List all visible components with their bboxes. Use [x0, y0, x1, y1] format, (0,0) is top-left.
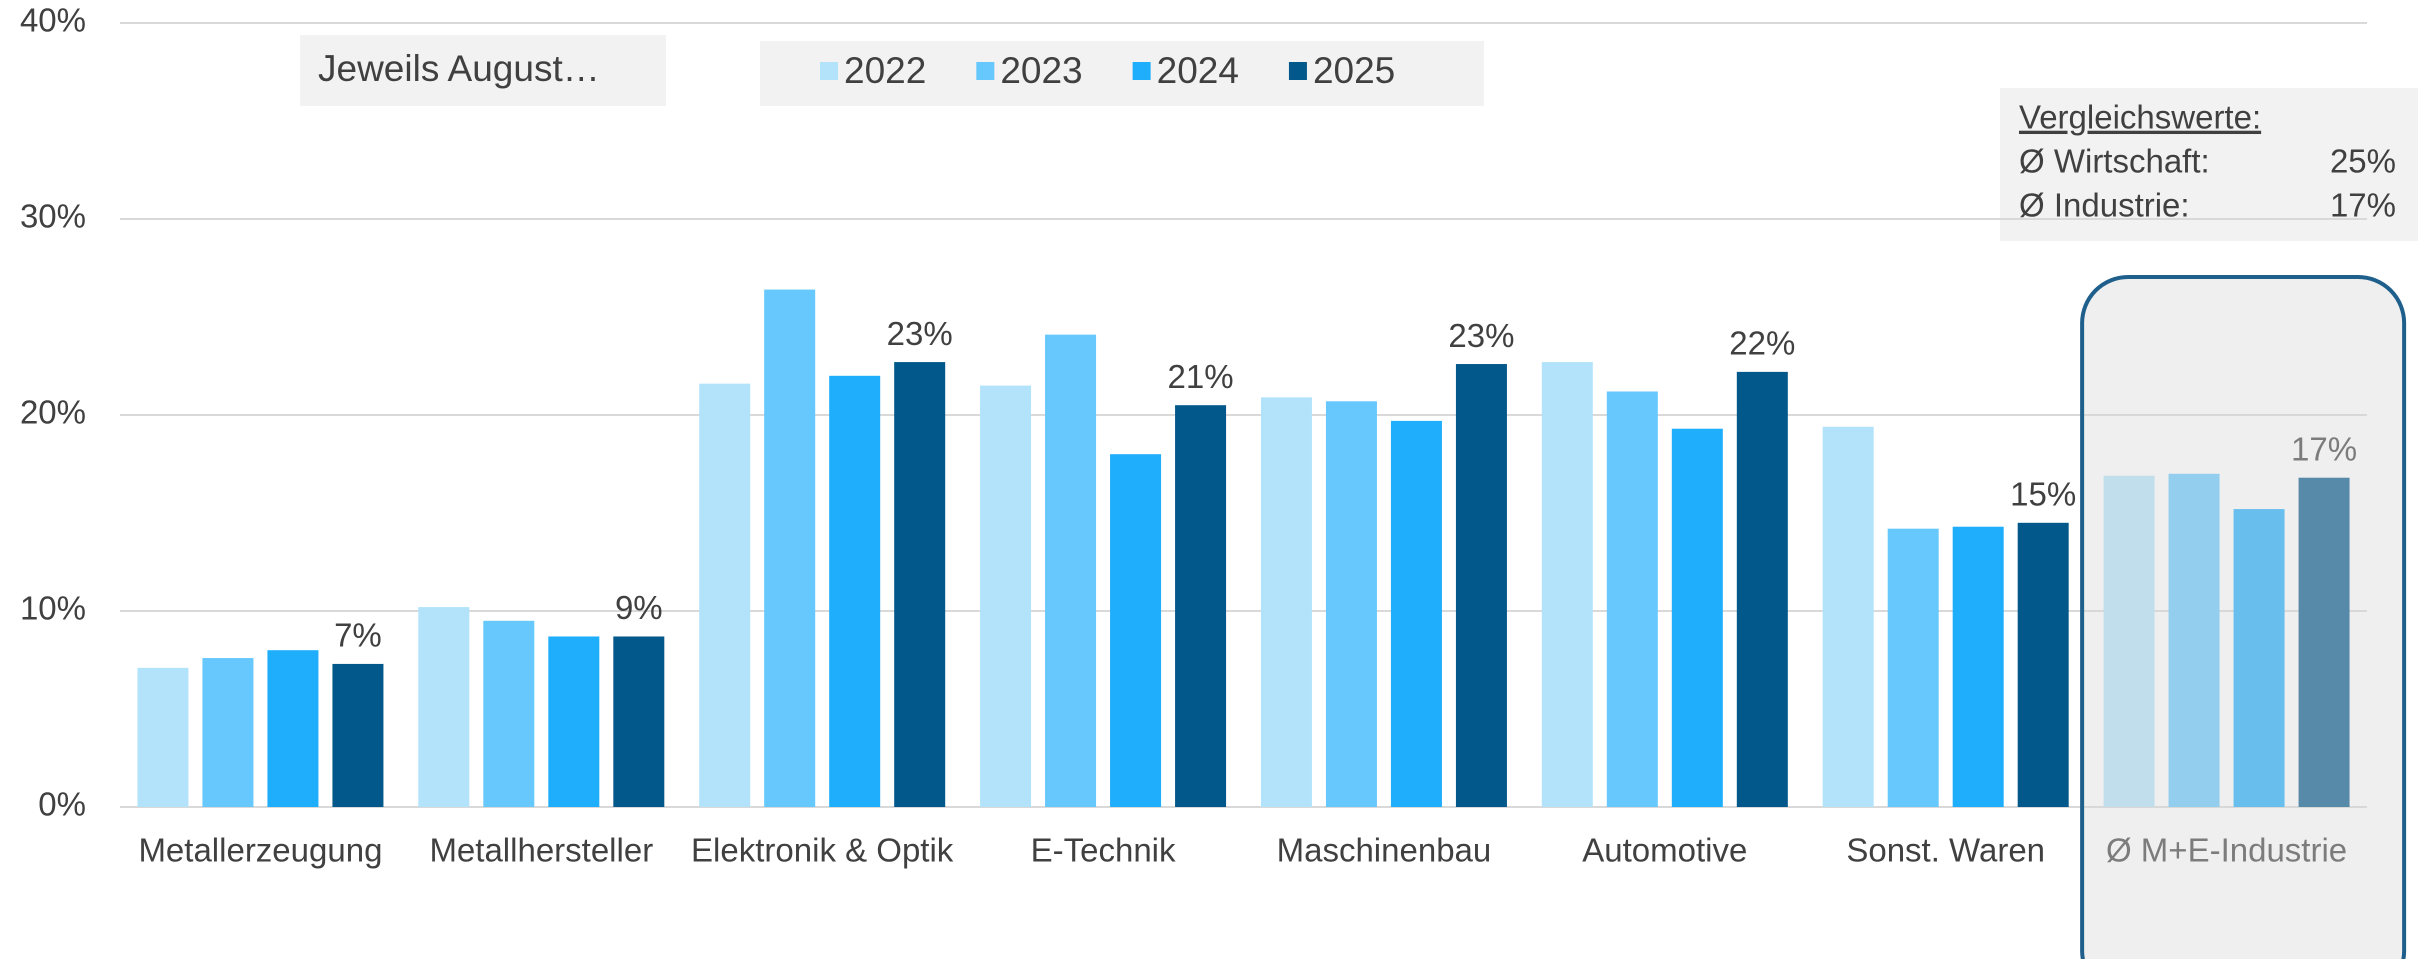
bar	[2017, 522, 2069, 807]
highlight-box	[2080, 275, 2407, 959]
period-label: Jeweils August…	[318, 48, 600, 89]
bar	[267, 650, 319, 807]
bar	[980, 385, 1032, 807]
bar	[332, 663, 384, 807]
legend-label: 2023	[1000, 50, 1082, 91]
bar	[699, 383, 751, 807]
x-tick-label: Sonst. Waren	[1846, 832, 2045, 869]
bar	[894, 362, 946, 807]
legend-swatch	[820, 62, 838, 80]
value-label: 23%	[1448, 317, 1514, 354]
value-label: 17%	[2291, 430, 2357, 467]
bar	[1952, 526, 2004, 807]
bar	[483, 620, 535, 807]
y-tick-label: 20%	[20, 394, 86, 431]
legend-swatch	[1132, 62, 1151, 80]
y-tick-label: 30%	[20, 198, 86, 235]
bar	[764, 289, 816, 807]
comparison-value: 17%	[2330, 187, 2396, 224]
x-tick-label: Elektronik & Optik	[691, 832, 954, 869]
value-label: 7%	[334, 617, 382, 654]
bar	[202, 658, 254, 807]
value-label: 23%	[887, 315, 953, 352]
bar	[2103, 475, 2155, 807]
bar	[1822, 426, 1874, 807]
period-box	[300, 35, 666, 106]
bar	[2298, 477, 2350, 807]
comparison-label: Ø Wirtschaft:	[2019, 143, 2210, 180]
x-tick-label: E-Technik	[1031, 832, 1176, 869]
x-tick-label: Ø M+E-Industrie	[2106, 832, 2347, 869]
value-label: 22%	[1729, 325, 1795, 362]
bar	[1541, 362, 1593, 807]
bar	[1110, 454, 1162, 807]
legend-swatch	[1288, 62, 1307, 80]
bar	[1887, 528, 1939, 807]
bar	[1325, 401, 1377, 807]
comparison-label: Ø Industrie:	[2019, 187, 2190, 224]
bar	[1045, 334, 1097, 807]
x-tick-label: Metallhersteller	[429, 832, 653, 869]
legend-swatch	[976, 62, 995, 80]
bar	[1606, 391, 1658, 807]
value-label: 9%	[615, 589, 663, 626]
bar	[1390, 420, 1442, 807]
y-tick-label: 10%	[20, 590, 86, 627]
bar	[829, 375, 881, 807]
x-tick-label: Metallerzeugung	[138, 832, 382, 869]
legend-box	[760, 41, 1484, 106]
bar	[1671, 428, 1723, 807]
comparison-value: 25%	[2330, 143, 2396, 180]
x-tick-label: Automotive	[1582, 832, 1747, 869]
bar	[1175, 405, 1227, 807]
legend-label: 2022	[844, 50, 926, 91]
legend-label: 2024	[1157, 50, 1239, 91]
value-label: 15%	[2010, 476, 2076, 513]
bar	[418, 607, 470, 807]
y-tick-label: 0%	[38, 786, 86, 823]
x-tick-label: Maschinenbau	[1277, 832, 1492, 869]
comparison-title: Vergleichswerte:	[2019, 99, 2261, 136]
bar	[2168, 473, 2220, 807]
comparison-box	[2000, 88, 2418, 241]
bar	[613, 636, 665, 807]
bar	[1455, 364, 1507, 807]
bar	[2233, 509, 2285, 807]
bar	[1736, 371, 1788, 807]
bar	[137, 667, 189, 807]
y-tick-label: 40%	[20, 2, 86, 39]
legend-label: 2025	[1313, 50, 1395, 91]
bar	[1260, 397, 1312, 807]
value-label: 21%	[1168, 358, 1234, 395]
bar	[548, 636, 600, 807]
